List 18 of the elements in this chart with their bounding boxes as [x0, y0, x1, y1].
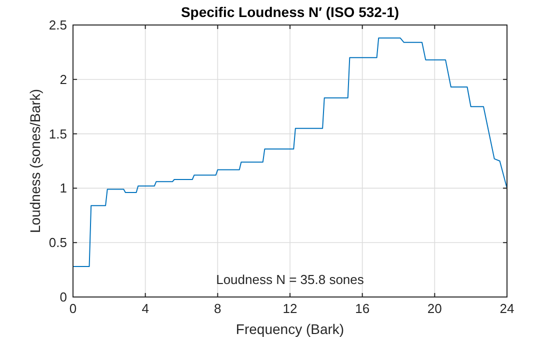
annotation: Loudness N = 35.8 sones: [216, 272, 364, 287]
chart-title: Specific Loudness N′ (ISO 532-1): [180, 4, 400, 20]
x-tick-label: 12: [282, 301, 298, 316]
y-axis-title: Loudness (sones/Bark): [27, 89, 43, 233]
x-axis-title: Frequency (Bark): [236, 321, 344, 337]
x-tick-label: 0: [69, 301, 77, 316]
line-series: [72, 38, 508, 268]
x-tick-label: 16: [355, 301, 370, 316]
y-tick-label: 0: [60, 290, 67, 304]
y-tick-label: 1.5: [48, 126, 67, 142]
y-tick-label: 1: [60, 180, 67, 196]
y-tick-label: 2.5: [48, 18, 67, 32]
x-tick-label: 20: [427, 301, 442, 316]
x-tick-label: 24: [500, 301, 514, 316]
x-tick-label: 4: [142, 301, 149, 316]
y-tick-label: 2: [60, 72, 67, 87]
y-tick-label: 0.5: [48, 235, 67, 250]
x-tick-label: 8: [214, 301, 222, 316]
